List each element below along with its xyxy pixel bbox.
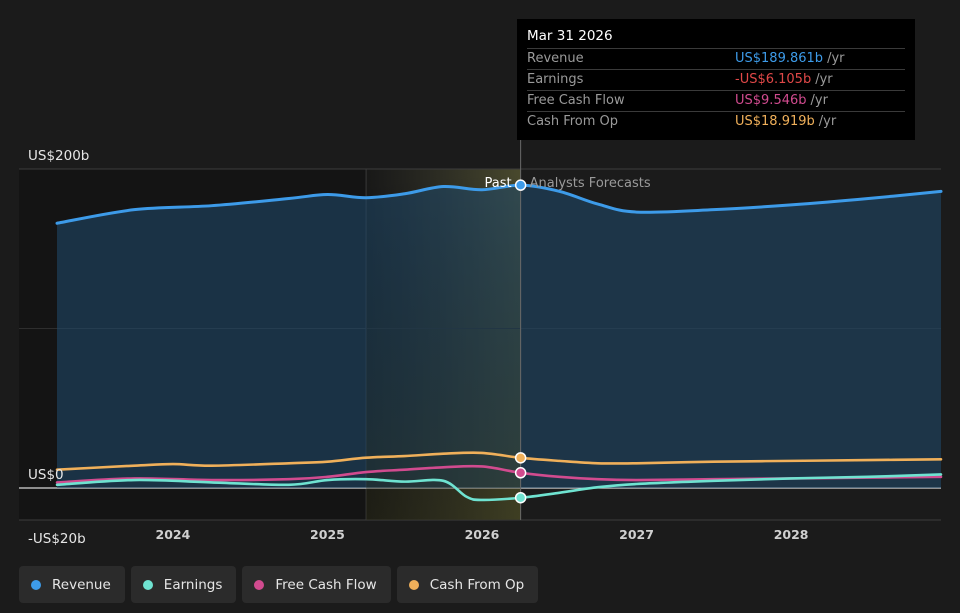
legend-dot-icon: [254, 579, 265, 590]
legend-item-cash-from-op[interactable]: Cash From Op: [396, 566, 539, 603]
forecast-label: Analysts Forecasts: [530, 176, 651, 191]
legend: Revenue Earnings Free Cash Flow Cash Fro…: [19, 566, 539, 603]
legend-dot-icon: [408, 579, 419, 590]
legend-label: Cash From Op: [429, 576, 525, 593]
tooltip-label: Free Cash Flow: [527, 93, 625, 108]
tooltip-label: Cash From Op: [527, 114, 619, 129]
x-axis-tick-label: 2028: [774, 527, 809, 542]
free-cash-flow-marker: [514, 467, 527, 479]
y-axis-label: -US$20b: [28, 531, 86, 547]
legend-item-earnings[interactable]: Earnings: [130, 566, 237, 603]
tooltip-row-revenue: Revenue US$189.861b /yr: [527, 48, 905, 69]
tooltip-label: Earnings: [527, 72, 584, 87]
cash-from-op-line: [55, 451, 943, 471]
tooltip-label: Revenue: [527, 51, 584, 66]
legend-item-free-cash-flow[interactable]: Free Cash Flow: [242, 566, 391, 603]
legend-label: Earnings: [163, 576, 223, 593]
highlight-region-overlay: [366, 169, 521, 520]
legend-label: Free Cash Flow: [275, 576, 377, 593]
tooltip-row-free-cash-flow: Free Cash Flow US$9.546b /yr: [527, 90, 905, 111]
x-axis-tick-label: 2024: [156, 527, 191, 542]
tooltip-date: Mar 31 2026: [527, 28, 613, 44]
revenue-marker: [514, 179, 527, 191]
revenue-line: [55, 183, 943, 225]
legend-label: Revenue: [52, 576, 111, 593]
tooltip-row-earnings: Earnings -US$6.105b /yr: [527, 69, 905, 90]
earnings-line: [55, 473, 943, 502]
tooltip-value: -US$6.105b: [735, 72, 812, 87]
y-axis-label: US$0: [28, 467, 64, 483]
tooltip-unit: /yr: [810, 93, 828, 108]
tooltip-value: US$189.861b: [735, 51, 824, 66]
tooltip: Mar 31 2026 Revenue US$189.861b /yr Earn…: [517, 19, 915, 140]
x-axis-tick-label: 2025: [310, 527, 345, 542]
x-axis-tick-label: 2027: [619, 527, 654, 542]
tooltip-row-cash-from-op: Cash From Op US$18.919b /yr: [527, 111, 905, 132]
tooltip-value: US$9.546b: [735, 93, 807, 108]
tooltip-unit: /yr: [818, 114, 837, 129]
earnings-marker: [514, 491, 527, 504]
tooltip-unit: /yr: [827, 51, 845, 66]
legend-dot-icon: [142, 579, 153, 590]
cash-from-op-marker: [514, 452, 527, 464]
y-axis-label: US$200b: [28, 148, 89, 164]
legend-item-revenue[interactable]: Revenue: [19, 566, 125, 603]
x-axis-tick-label: 2026: [465, 527, 500, 542]
past-label: Past: [485, 176, 512, 191]
tooltip-unit: /yr: [815, 72, 833, 87]
tooltip-value: US$18.919b: [735, 114, 815, 129]
legend-dot-icon: [31, 579, 41, 590]
